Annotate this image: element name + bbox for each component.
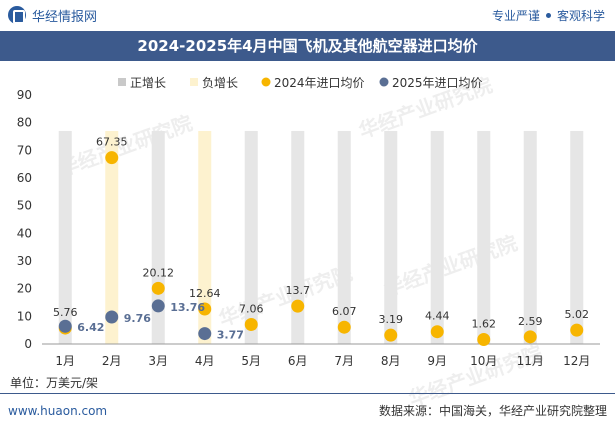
y-tick-label: 70: [17, 143, 32, 157]
data-label-2024: 5.76: [53, 306, 78, 319]
data-label-2024: 5.02: [565, 308, 590, 321]
point-2025: [198, 327, 212, 341]
slogan-tag-2: 客观科学: [556, 8, 605, 23]
point-2024: [198, 302, 212, 316]
y-tick-label: 20: [17, 282, 32, 296]
data-label-2025: 9.76: [124, 312, 151, 325]
growth-bar: [105, 130, 119, 344]
point-2024: [291, 299, 305, 313]
slogan-tag-1: 专业严谨: [491, 8, 540, 23]
y-tick-label: 10: [17, 309, 32, 323]
brand-logo-icon: [8, 6, 26, 24]
growth-bar: [430, 130, 444, 344]
legend-swatch: [190, 78, 198, 86]
x-tick-label: 5月: [241, 354, 261, 368]
data-label-2024: 1.62: [472, 318, 497, 331]
slogan: 专业严谨 客观科学: [492, 7, 605, 24]
x-tick-label: 11月: [517, 354, 544, 368]
data-label-2024: 13.7: [286, 284, 311, 297]
x-tick-label: 1月: [55, 354, 75, 368]
legend-label: 2024年进口均价: [274, 76, 365, 90]
x-tick-label: 4月: [195, 354, 215, 368]
point-2024: [570, 323, 584, 337]
x-tick-label: 7月: [334, 354, 354, 368]
legend-label: 正增长: [130, 76, 166, 90]
data-label-2024: 2.59: [518, 315, 543, 328]
growth-bar: [58, 130, 72, 344]
data-label-2025: 6.42: [77, 321, 104, 334]
legend-label: 负增长: [202, 76, 238, 90]
unit-label: 单位：万美元/架: [10, 376, 99, 390]
point-2024: [151, 281, 165, 295]
data-label-2024: 6.07: [332, 305, 357, 318]
y-tick-label: 0: [24, 337, 32, 351]
data-label-2025: 3.77: [217, 329, 244, 342]
top-bar: 华经情报网 专业严谨 客观科学: [0, 0, 615, 30]
bullet-dot-icon: [545, 12, 551, 18]
y-tick-label: 90: [17, 88, 32, 102]
point-2024: [430, 325, 444, 339]
x-tick-label: 3月: [148, 354, 168, 368]
data-source: 数据来源：中国海关，华经产业研究院整理: [378, 404, 607, 418]
chart-area: 正增长 负增长 2024年进口均价 2025年进口均价 0 10 20 30 40 50 60 70 8…: [17, 76, 600, 368]
point-2025: [151, 299, 165, 313]
x-tick-label: 6月: [288, 354, 308, 368]
x-tick-label: 8月: [381, 354, 401, 368]
x-tick-label: 12月: [563, 354, 590, 368]
x-tick-label: 2月: [102, 354, 122, 368]
data-label-2024: 20.12: [143, 266, 175, 279]
data-label-2024: 4.44: [425, 310, 450, 323]
growth-bar: [570, 130, 584, 344]
legend-swatch: [118, 78, 126, 86]
data-label-2024: 3.19: [379, 313, 404, 326]
y-tick-label: 30: [17, 254, 32, 268]
brand-name: 华经情报网: [32, 9, 98, 25]
y-tick-label: 40: [17, 226, 32, 240]
legend-swatch: [379, 77, 389, 87]
point-2024: [477, 333, 491, 347]
website-link[interactable]: www.huaon.com: [8, 403, 108, 418]
x-tick-label: 10月: [470, 354, 497, 368]
y-tick-label: 80: [17, 116, 32, 130]
growth-bar: [291, 130, 305, 344]
point-2024: [244, 317, 258, 331]
point-2024: [384, 328, 398, 342]
data-label-2024: 67.35: [96, 136, 128, 149]
growth-bar: [384, 130, 398, 344]
data-label-2025: 13.76: [170, 301, 205, 314]
growth-bar: [244, 130, 258, 344]
growth-bar: [198, 130, 212, 344]
point-2024: [523, 330, 537, 344]
data-label-2024: 7.06: [239, 302, 264, 315]
point-2025: [105, 310, 119, 324]
point-2025: [58, 319, 72, 333]
chart-title: 2024-2025年4月中国飞机及其他航空器进口均价: [0, 31, 615, 61]
point-2024: [337, 320, 351, 334]
y-tick-label: 60: [17, 171, 32, 185]
brand: 华经情报网: [8, 6, 97, 25]
growth-bar: [523, 130, 537, 344]
y-tick-label: 50: [17, 199, 32, 213]
growth-bar: [477, 130, 491, 344]
footer: www.huaon.com 数据来源：中国海关，华经产业研究院整理: [0, 393, 615, 427]
legend-swatch: [261, 77, 271, 87]
point-2024: [105, 151, 119, 165]
x-tick-label: 9月: [427, 354, 447, 368]
growth-bar: [337, 130, 351, 344]
legend-label: 2025年进口均价: [392, 76, 483, 90]
data-label-2024: 12.64: [189, 287, 221, 300]
